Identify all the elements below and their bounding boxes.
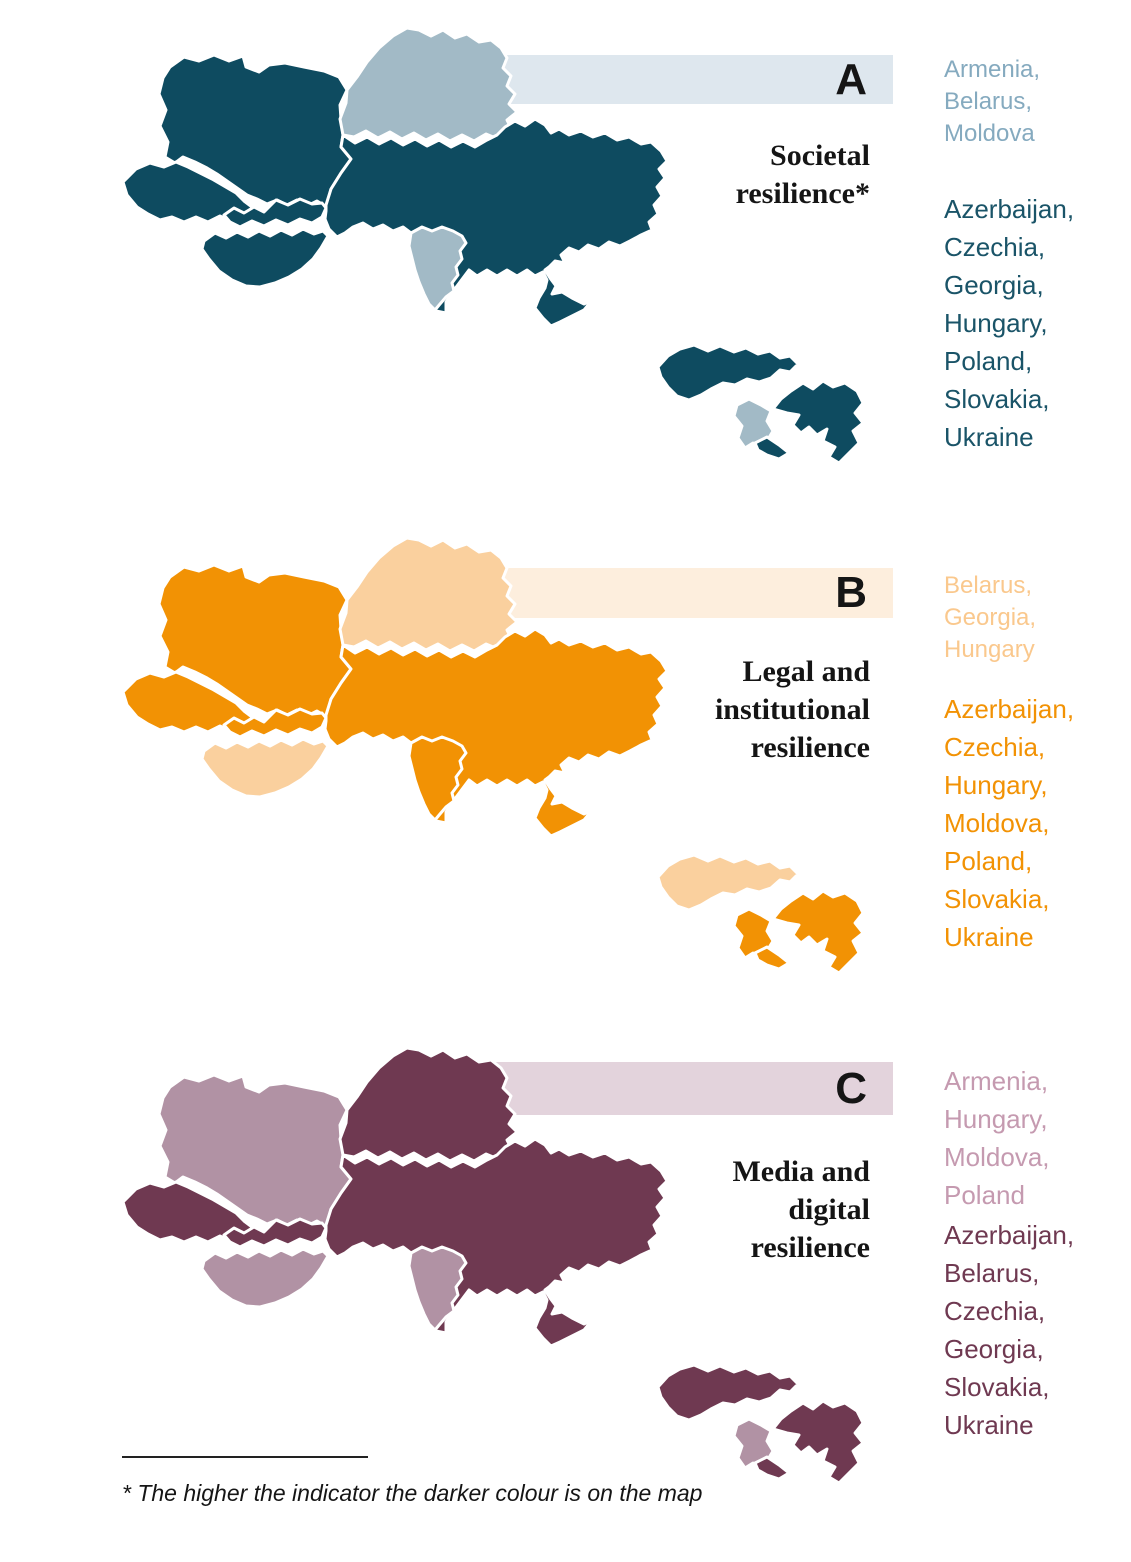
legend-country-item: Poland [944, 1180, 1025, 1210]
country-shape-hungary [200, 1247, 330, 1309]
legend-country-item: Hungary [944, 636, 1035, 663]
footnote-text: * The higher the indicator the darker co… [122, 1480, 703, 1506]
legend-country-item: Azerbaijan, [944, 1220, 1075, 1250]
legend-country-item: Czechia, [944, 232, 1046, 262]
legend-country-item: Hungary, [944, 308, 1048, 338]
legend-country-item: Ukraine [944, 922, 1034, 952]
country-shape-georgia [656, 1363, 800, 1422]
legend-country-item: Moldova [944, 120, 1035, 147]
legend-low-group: Armenia, Hungary, Moldova, Poland [944, 1062, 1050, 1214]
legend-low-group: Armenia, Belarus, Moldova [944, 54, 1040, 150]
legend-high-group: Azerbaijan, Czechia, Hungary, Moldova, Polan… [944, 690, 1074, 956]
panel-title: Legal and institutional resilience [714, 654, 870, 764]
legend-low-group: Belarus, Georgia, Hungary [944, 570, 1036, 666]
country-shape-moldova [407, 1245, 468, 1332]
country-shape-moldova [407, 735, 468, 822]
legend-country-item: Hungary, [944, 1104, 1048, 1134]
country-shape-moldova [407, 225, 468, 312]
country-shape-nakhchivan [753, 945, 791, 971]
panel-letter: A [835, 54, 867, 104]
legend-country-item: Belarus, [944, 572, 1033, 599]
legend-country-item: Georgia, [944, 604, 1037, 631]
panel-title: Societal resilience* [735, 138, 870, 210]
legend-country-item: Moldova, [944, 1142, 1050, 1172]
panel-title: Media and digital resilience [732, 1154, 870, 1264]
panel-band: A [480, 55, 893, 104]
footnote-divider [122, 1456, 368, 1458]
legend-country-item: Hungary, [944, 770, 1048, 800]
legend-country-item: Ukraine [944, 1410, 1034, 1440]
panel-letter: B [835, 568, 867, 617]
legend-country-item: Belarus, [944, 88, 1033, 115]
legend-country-item: Armenia, [944, 56, 1041, 83]
legend-country-item: Georgia, [944, 270, 1044, 300]
legend-country-item: Poland, [944, 846, 1033, 876]
legend-high-group: Azerbaijan, Czechia, Georgia, Hungary, Polan… [944, 190, 1074, 456]
panel-legal-institutional-resilience: B Legal and institutional resilience Bel… [0, 510, 1131, 1020]
resilience-map [121, 1046, 865, 1485]
country-shape-belarus [338, 1046, 519, 1163]
country-shape-nakhchivan [753, 1455, 791, 1481]
legend-country-item: Poland, [944, 346, 1033, 376]
legend-country-item: Ukraine [944, 422, 1034, 452]
legend-country-item: Slovakia, [944, 1372, 1050, 1402]
panel-band: C [480, 1062, 893, 1115]
legend-country-item: Armenia, [944, 1066, 1049, 1096]
panel-band: B [480, 568, 893, 618]
country-shape-nakhchivan [753, 435, 791, 461]
country-shape-georgia [656, 853, 800, 912]
country-shape-hungary [200, 227, 330, 289]
country-shape-hungary [200, 737, 330, 799]
legend-country-item: Moldova, [944, 808, 1050, 838]
country-shape-belarus [338, 536, 519, 653]
panel-letter: C [835, 1063, 867, 1113]
country-shape-georgia [656, 343, 800, 402]
country-shape-belarus [338, 26, 519, 143]
legend-country-item: Azerbaijan, [944, 194, 1075, 224]
legend-country-item: Belarus, [944, 1258, 1040, 1288]
legend-country-item: Slovakia, [944, 884, 1050, 914]
legend-country-item: Czechia, [944, 1296, 1046, 1326]
resilience-map [121, 26, 865, 465]
legend-country-item: Azerbaijan, [944, 694, 1075, 724]
panel-media-digital-resilience: C Media and digital resilience Armenia, H… [0, 1020, 1131, 1530]
legend-high-group: Azerbaijan, Belarus, Czechia, Georgia, Slova… [944, 1216, 1074, 1444]
legend-country-item: Georgia, [944, 1334, 1044, 1364]
panel-societal-resilience: A Societal resilience* Armenia, Belarus, M… [0, 0, 1131, 510]
legend-country-item: Slovakia, [944, 384, 1050, 414]
legend-country-item: Czechia, [944, 732, 1046, 762]
